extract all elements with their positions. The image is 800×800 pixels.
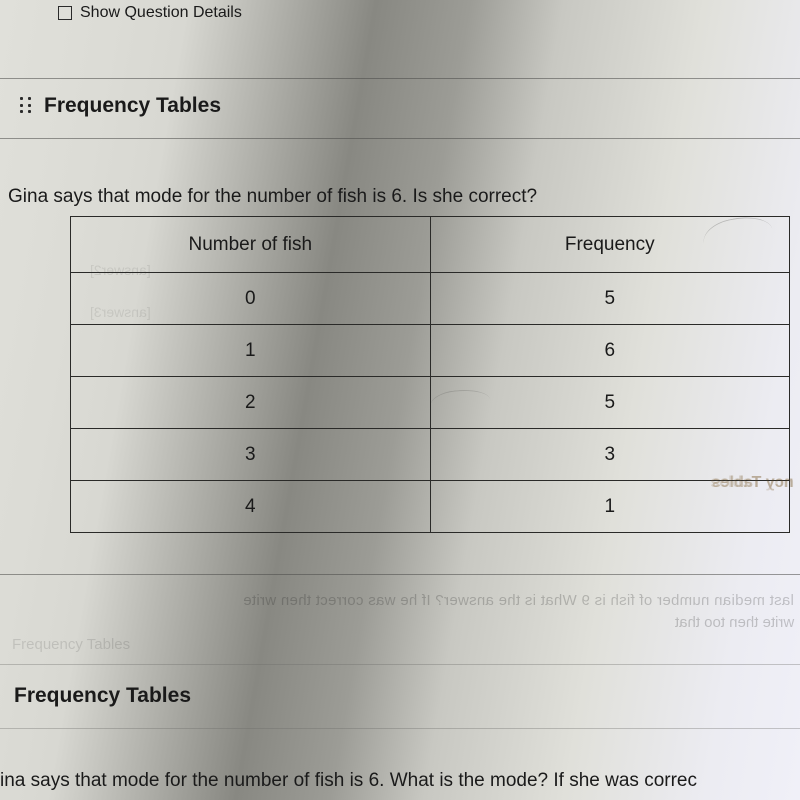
- cell-number: 3: [71, 429, 431, 481]
- section-header-frequency-tables-2: Frequency Tables: [14, 684, 191, 708]
- cell-number: 4: [71, 481, 431, 533]
- divider: [0, 138, 800, 139]
- table-row: 4 1: [71, 481, 790, 533]
- bleed-through-text: last median number of fish is 9 What is …: [243, 592, 794, 609]
- section-title: Frequency Tables: [44, 94, 221, 118]
- table-row: 0 5: [71, 273, 790, 325]
- bleed-through-text: write then too that: [675, 614, 794, 631]
- bleed-through-text: Frequency Tables: [12, 636, 130, 653]
- col-header-number-of-fish: Number of fish: [71, 217, 431, 273]
- table-row: 1 6: [71, 325, 790, 377]
- divider: [0, 78, 800, 79]
- divider: [0, 728, 800, 729]
- section-header-frequency-tables: Frequency Tables: [20, 94, 221, 118]
- bleed-through-band: last median number of fish is 9 What is …: [0, 588, 800, 658]
- cell-frequency: 5: [430, 377, 790, 429]
- show-question-details-label: Show Question Details: [80, 4, 242, 22]
- question-text: Gina says that mode for the number of fi…: [8, 186, 537, 208]
- cell-number: 1: [71, 325, 431, 377]
- table-row: 2 5: [71, 377, 790, 429]
- question-text-cutoff: ina says that mode for the number of fis…: [0, 770, 800, 792]
- table-row: 3 3: [71, 429, 790, 481]
- cell-frequency: 3: [430, 429, 790, 481]
- cell-number: 0: [71, 273, 431, 325]
- divider: [0, 574, 800, 575]
- cell-frequency: 5: [430, 273, 790, 325]
- divider: [0, 664, 800, 665]
- show-question-details-row: Show Question Details: [58, 4, 242, 22]
- cell-frequency: 1: [430, 481, 790, 533]
- col-header-frequency: Frequency: [430, 217, 790, 273]
- cell-number: 2: [71, 377, 431, 429]
- drag-handle-icon[interactable]: [20, 97, 34, 115]
- show-question-details-checkbox[interactable]: [58, 6, 72, 20]
- table-header-row: Number of fish Frequency: [71, 217, 790, 273]
- frequency-table: Number of fish Frequency 0 5 1 6 2 5 3 3…: [70, 216, 790, 533]
- cell-frequency: 6: [430, 325, 790, 377]
